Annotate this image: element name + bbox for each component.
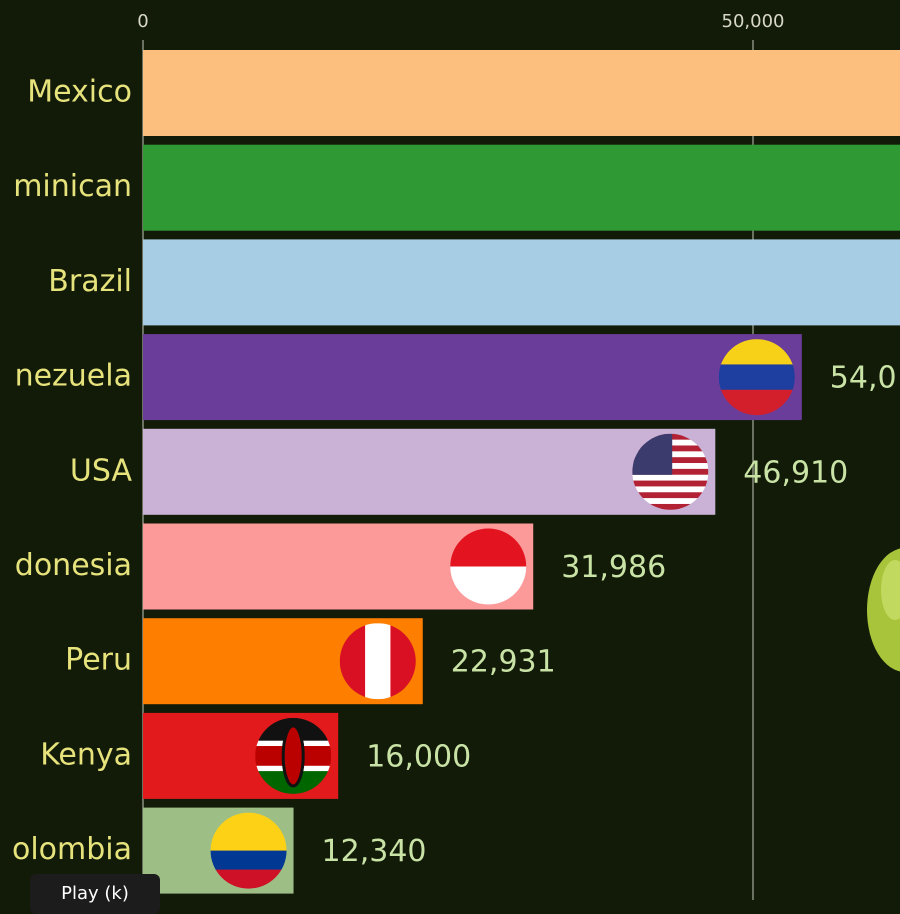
x-tick-label: 50,000 bbox=[722, 11, 785, 32]
x-tick-label: 0 bbox=[137, 11, 148, 32]
y-tick-label: Brazil bbox=[48, 264, 132, 299]
y-tick-label: USA bbox=[70, 453, 133, 488]
value-label: 16,000 bbox=[366, 739, 471, 774]
flag bbox=[632, 433, 709, 510]
bar bbox=[143, 239, 900, 326]
bar bbox=[143, 144, 900, 231]
value-label: 31,986 bbox=[561, 550, 666, 585]
flag-stripe bbox=[632, 486, 709, 493]
flag-stripe bbox=[632, 498, 709, 505]
flag bbox=[210, 812, 287, 889]
flag-stripe bbox=[365, 623, 391, 700]
flag-shield bbox=[281, 724, 305, 788]
y-tick-label: donesia bbox=[15, 548, 132, 583]
flag bbox=[718, 339, 795, 416]
value-label: 22,931 bbox=[451, 645, 556, 680]
value-label: 54,0 bbox=[830, 361, 897, 396]
flag bbox=[339, 623, 416, 700]
bar bbox=[143, 50, 900, 136]
bar bbox=[143, 428, 716, 515]
flag-stripe bbox=[210, 850, 287, 871]
y-tick-label: Mexico bbox=[27, 75, 132, 110]
flag-stripe bbox=[632, 492, 709, 499]
flag bbox=[255, 717, 332, 794]
value-label: 12,340 bbox=[322, 834, 427, 869]
bar bbox=[143, 334, 802, 421]
flag-stripe bbox=[632, 474, 709, 482]
y-tick-label: minican bbox=[13, 169, 132, 204]
value-label: 46,910 bbox=[743, 455, 848, 490]
flag-stripe bbox=[632, 503, 709, 510]
y-tick-label: olombia bbox=[12, 832, 132, 867]
y-tick-label: nezuela bbox=[15, 359, 132, 394]
y-tick-label: Peru bbox=[65, 643, 132, 678]
play-tooltip[interactable]: Play (k) bbox=[30, 874, 160, 914]
fruit-highlight bbox=[881, 560, 900, 620]
flag bbox=[450, 528, 527, 605]
y-tick-label: Kenya bbox=[40, 737, 132, 772]
flag-stripe bbox=[632, 480, 709, 487]
flag-stripe bbox=[718, 364, 795, 391]
